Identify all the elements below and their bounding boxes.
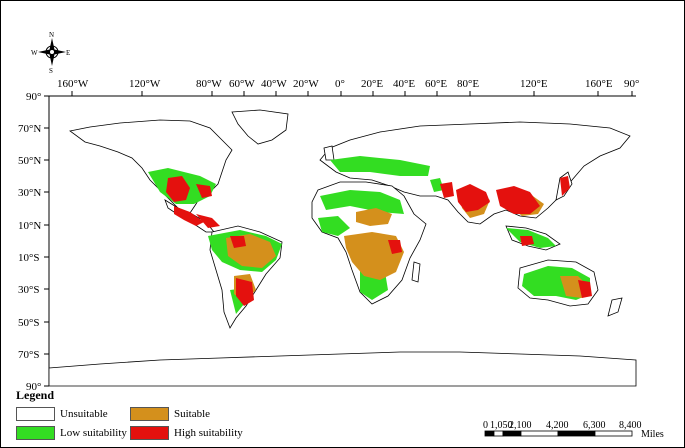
- legend-label: Low suitability: [60, 427, 127, 439]
- legend-item-high: High suitability: [130, 426, 243, 440]
- lon-label: 80°W: [196, 78, 222, 90]
- legend-title: Legend: [16, 388, 55, 402]
- lon-ticks: [49, 91, 636, 97]
- lon-label: 60°W: [229, 78, 255, 90]
- legend-label: Unsuitable: [60, 408, 108, 420]
- lon-label: 40°E: [393, 78, 415, 90]
- lat-label: 30°S: [18, 284, 40, 296]
- suitability-high: [166, 176, 592, 306]
- lon-label: 20°E: [361, 78, 383, 90]
- lon-label: 80°E: [457, 78, 479, 90]
- eurasia: [319, 121, 631, 225]
- legend-swatch: [16, 407, 55, 421]
- legend-swatch: [16, 426, 55, 440]
- greenland: [231, 109, 289, 145]
- legend: Legend Unsuitable Suitable Low suitabili…: [10, 385, 270, 445]
- legend-item-unsuitable: Unsuitable: [16, 407, 108, 421]
- legend-item-low: Low suitability: [16, 426, 127, 440]
- north-america: [69, 119, 233, 214]
- compass-e: E: [66, 49, 70, 57]
- lon-label: 20°W: [293, 78, 319, 90]
- compass-s: S: [49, 67, 53, 75]
- lon-label: 40°W: [261, 78, 287, 90]
- compass-n: N: [49, 31, 54, 39]
- lat-label: 90°: [26, 91, 41, 103]
- legend-swatch: [130, 426, 169, 440]
- lon-label: 60°E: [425, 78, 447, 90]
- lat-ticks: [44, 95, 50, 387]
- madagascar: [411, 261, 421, 283]
- antarctica: [48, 351, 637, 387]
- lon-label: 120°E: [520, 78, 548, 90]
- lon-label: 160°W: [57, 78, 89, 90]
- lon-label: 120°W: [129, 78, 161, 90]
- lat-label: 70°S: [18, 349, 40, 361]
- uk: [323, 145, 335, 161]
- lon-label: 160°E: [585, 78, 613, 90]
- compass-w: W: [31, 49, 38, 57]
- lat-label: 10°N: [18, 220, 41, 232]
- lat-label: 90°: [26, 381, 41, 393]
- new-zealand: [607, 297, 623, 317]
- north-arrow-icon: N S E W: [31, 31, 70, 75]
- lon-labels: 160°W 120°W 80°W 60°W 40°W 20°W 0° 20°E …: [57, 78, 639, 90]
- lat-label: 10°S: [18, 252, 40, 264]
- lat-label: 50°N: [18, 155, 41, 167]
- lat-label: 70°N: [18, 123, 41, 135]
- legend-swatch: [130, 407, 169, 421]
- lon-label: 90°: [624, 78, 639, 90]
- lon-label: 0°: [335, 78, 345, 90]
- lat-labels: 90° 70°N 50°N 30°N 10°N 10°S 30°S 50°S 7…: [18, 91, 41, 393]
- land-base: [48, 109, 637, 387]
- legend-item-suitable: Suitable: [130, 407, 210, 421]
- legend-label: Suitable: [174, 408, 211, 420]
- legend-label: High suitability: [174, 427, 243, 439]
- lat-label: 50°S: [18, 317, 40, 329]
- lat-label: 30°N: [18, 187, 41, 199]
